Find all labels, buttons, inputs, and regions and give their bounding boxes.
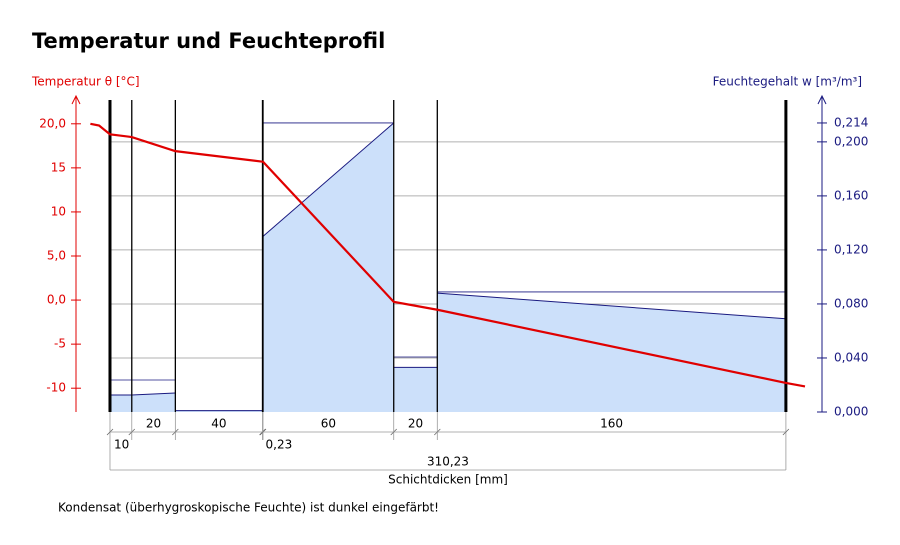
moisture-area [131,392,176,412]
y-tick-label: -10 [46,381,66,395]
temperature-line [90,122,806,388]
moisture-area [109,394,132,412]
thickness-label: 60 [321,417,336,431]
y2-tick-label: 0,160 [834,188,868,202]
thickness-label: 40 [211,417,226,431]
y-axis-label: Temperatur θ [°C] [31,75,140,89]
y-axis-arrow [71,94,81,105]
y-tick-label: 20,0 [39,116,66,130]
y-tick-label: 0,0 [47,293,66,307]
y-tick-label: 15 [51,160,66,174]
moisture-area [263,122,394,413]
total-thickness-label: 310,23 [427,455,469,469]
moisture-line [262,122,395,237]
x-axis-label: Schichtdicken [mm] [388,473,508,487]
note: Kondensat (überhygroskopische Feuchte) i… [58,501,439,515]
y2-tick-label: 0,080 [834,296,868,310]
thickness-label: 10 [114,438,129,452]
y-tick-label: 10 [51,204,66,218]
thickness-label: 20 [146,417,161,431]
y2-tick-label: 0,000 [834,405,868,419]
moisture-area [437,293,786,412]
y2-tick-label: 0,200 [834,134,868,148]
y2-axis-label: Feuchtegehalt w [m³/m³] [713,75,862,89]
moisture-area [393,367,438,412]
y2-tick-label: 0,120 [834,242,868,256]
y2-axis-arrow [817,94,827,105]
y2-tick-label: 0,040 [834,350,868,364]
y2-marker-label: 0,214 [834,115,868,129]
thickness-label: 0,23 [266,438,293,452]
moisture-line [437,292,786,320]
moisture-line [131,392,176,396]
thickness-label: 160 [600,417,623,431]
chart-title: Temperatur und Feuchteprofil [32,29,385,53]
thickness-label: 20 [408,417,423,431]
y-tick-label: -5 [54,337,66,351]
y-tick-label: 5,0 [47,249,66,263]
